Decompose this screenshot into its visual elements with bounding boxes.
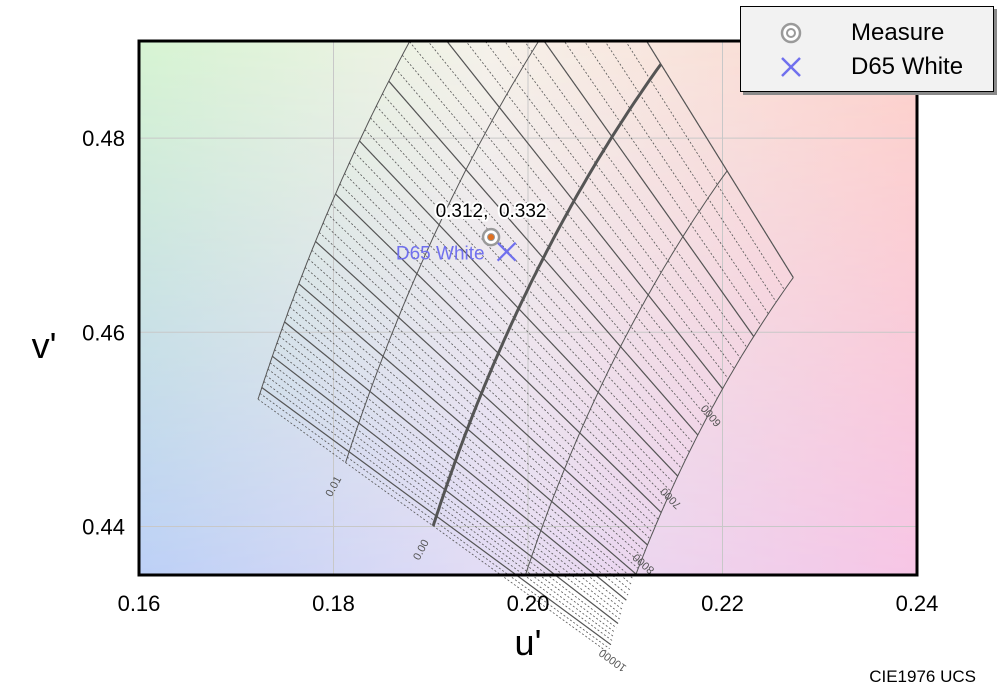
tick-labels: 0.16 0.18 0.20 0.22 0.24 0.44 0.46 0.48 xyxy=(82,126,938,616)
legend-label-white: D65 White xyxy=(851,53,964,80)
diagram-name: CIE1976 UCS xyxy=(869,667,976,686)
ring-marker-icon xyxy=(780,22,802,44)
plot-frame xyxy=(137,39,919,577)
y-axis-label: v' xyxy=(32,325,57,366)
legend: Measure D65 White xyxy=(740,6,994,92)
cct-label-10000: 10000 xyxy=(597,646,629,674)
x-tick-label: 0.22 xyxy=(701,591,744,616)
legend-item-white: D65 White xyxy=(741,51,993,83)
x-tick-label: 0.24 xyxy=(896,591,939,616)
data-points: D65 White 0.312, 0.332 xyxy=(396,199,549,265)
x-tick-label: 0.16 xyxy=(118,591,161,616)
legend-label-measure: Measure xyxy=(851,19,945,46)
x-tick-label: 0.18 xyxy=(312,591,355,616)
y-tick-label: 0.44 xyxy=(82,514,125,539)
x-marker-icon xyxy=(781,57,801,77)
y-tick-label: 0.46 xyxy=(82,320,125,345)
y-tick-label: 0.48 xyxy=(82,126,125,151)
legend-item-measure: Measure xyxy=(741,17,993,49)
x-tick-label: 0.20 xyxy=(507,591,550,616)
white-point-label: D65 White xyxy=(396,244,485,265)
measure-coords-label: 0.312, 0.332 xyxy=(436,201,547,222)
x-axis-label: u' xyxy=(515,622,542,663)
measure-point-marker xyxy=(481,227,501,247)
white-point-marker xyxy=(496,241,517,262)
